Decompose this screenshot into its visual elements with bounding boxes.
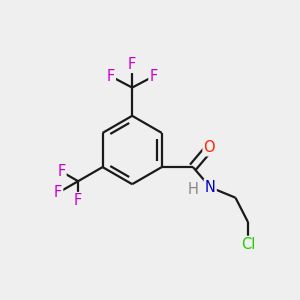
Text: H: H [188, 182, 198, 197]
Text: F: F [128, 57, 136, 72]
Text: F: F [74, 193, 82, 208]
Text: N: N [205, 180, 216, 195]
Text: F: F [54, 185, 62, 200]
Text: F: F [149, 69, 158, 84]
Text: F: F [57, 164, 65, 179]
Text: O: O [203, 140, 215, 155]
Text: Cl: Cl [241, 237, 255, 252]
Text: F: F [106, 69, 115, 84]
